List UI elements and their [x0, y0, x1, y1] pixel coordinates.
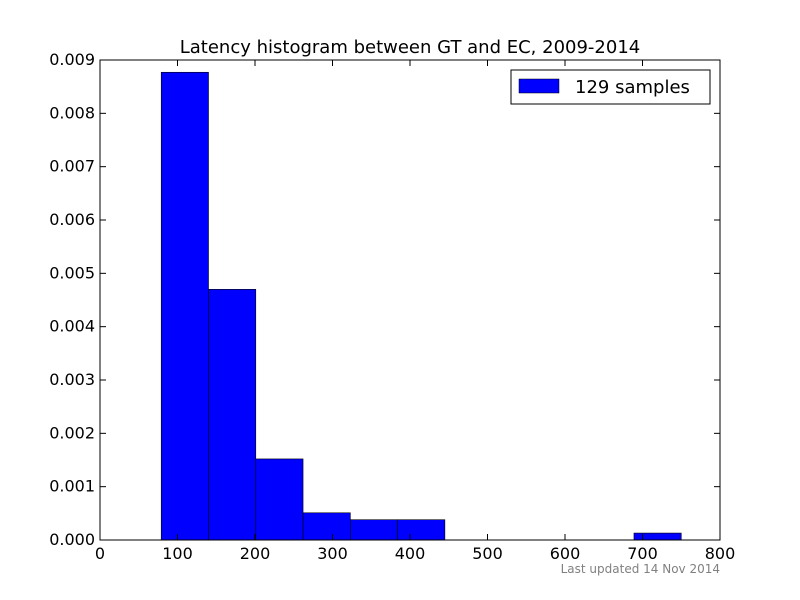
- y-tick-label-6: 0.006: [49, 210, 95, 229]
- histogram-bar-0: [160, 71, 209, 541]
- x-tick-label-1: 100: [162, 544, 193, 563]
- x-tick-label-4: 400: [395, 544, 426, 563]
- histogram-bar-5: [397, 519, 446, 541]
- bars-layer: [160, 71, 682, 541]
- x-tick-label-5: 500: [472, 544, 503, 563]
- histogram-bar-3: [302, 512, 351, 541]
- chart-title: Latency histogram between GT and EC, 200…: [180, 37, 641, 58]
- y-tick-label-4: 0.004: [49, 317, 95, 336]
- legend: 129 samples: [510, 69, 711, 105]
- y-tick-label-0: 0.000: [49, 530, 95, 549]
- y-tick-label-3: 0.003: [49, 370, 95, 389]
- x-tick-label-8: 800: [705, 544, 736, 563]
- y-tick-label-5: 0.005: [49, 263, 95, 282]
- y-tick-label-1: 0.001: [49, 477, 95, 496]
- histogram-bar-4: [350, 519, 398, 541]
- ticks-layer: 0 100 200 300 400 500 600 700 800 0.000 0.001 0.002…: [49, 50, 735, 563]
- y-tick-label-9: 0.009: [49, 50, 95, 69]
- x-tick-label-2: 200: [240, 544, 271, 563]
- y-tick-label-2: 0.002: [49, 423, 95, 442]
- y-tick-label-7: 0.007: [49, 157, 95, 176]
- y-tick-label-8: 0.008: [49, 103, 95, 122]
- legend-swatch: [518, 78, 560, 94]
- histogram-bar-10: [633, 532, 682, 541]
- legend-label: 129 samples: [575, 77, 690, 98]
- histogram-bar-2: [255, 458, 304, 541]
- x-tick-label-6: 600: [550, 544, 581, 563]
- x-tick-label-3: 300: [317, 544, 348, 563]
- x-tick-label-7: 700: [627, 544, 658, 563]
- x-tick-label-0: 0: [95, 544, 105, 563]
- last-updated-note: Last updated 14 Nov 2014: [560, 562, 720, 576]
- histogram-bar-1: [208, 289, 257, 541]
